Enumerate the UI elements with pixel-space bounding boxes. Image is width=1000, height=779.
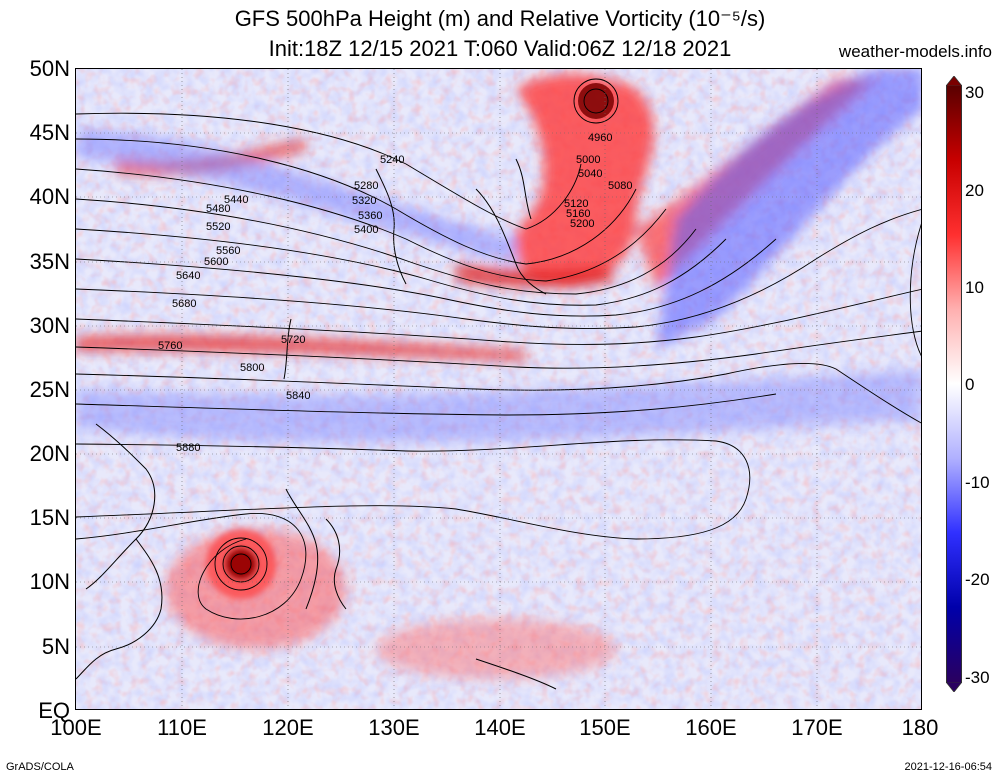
contour-label: 5320 xyxy=(352,195,376,207)
contour-label: 5600 xyxy=(204,256,228,268)
contour-label: 5240 xyxy=(380,154,404,166)
lat-label-30n: 30N xyxy=(29,313,70,338)
contour-label: 5640 xyxy=(176,270,200,282)
contour-label: 5200 xyxy=(570,218,594,230)
lat-label-50n: 50N xyxy=(29,56,70,81)
contour-label: 5720 xyxy=(281,334,305,346)
software-credit: GrADS/COLA xyxy=(6,761,74,773)
lat-label-45n: 45N xyxy=(29,120,70,145)
colorbar-tick: -20 xyxy=(965,570,990,589)
contour-label: 5440 xyxy=(224,194,248,206)
lon-label-150e: 150E xyxy=(579,715,631,740)
colorbar-tick: 20 xyxy=(965,181,984,200)
map-frame: 4960 5000 5040 5080 5120 5160 5200 5240 … xyxy=(75,68,922,710)
jet-red-band-central xyxy=(456,264,616,288)
contour-label: 4960 xyxy=(588,132,612,144)
lat-label-15n: 15N xyxy=(29,505,70,530)
lat-label-5n: 5N xyxy=(41,634,70,659)
lon-label-170e: 170E xyxy=(791,715,843,740)
red-pattern-south xyxy=(376,619,616,679)
chart-title: GFS 500hPa Height (m) and Relative Vorti… xyxy=(234,6,766,31)
blue-band-northwest xyxy=(76,129,516,264)
vorticity-map: 4960 5000 5040 5080 5120 5160 5200 5240 … xyxy=(76,69,921,709)
colorbar-tick: 0 xyxy=(965,375,975,394)
lat-label-10n: 10N xyxy=(29,569,70,594)
contour-label: 5560 xyxy=(216,245,240,257)
lon-label-140e: 140E xyxy=(474,715,526,740)
contour-label: 5800 xyxy=(240,362,264,374)
vorticity-colorbar xyxy=(946,85,962,683)
colorbar-tick: -10 xyxy=(965,473,990,492)
contour-label: 5160 xyxy=(566,208,590,220)
contour-label: 5880 xyxy=(176,442,200,454)
lon-label-180: 180 xyxy=(901,715,939,740)
lon-label-160e: 160E xyxy=(685,715,737,740)
colorbar-tick: 10 xyxy=(965,278,984,297)
blue-band-subtropical xyxy=(76,369,921,443)
contour-label: 5040 xyxy=(578,168,602,180)
generated-timestamp: 2021-12-16-06:54 xyxy=(904,761,992,773)
lon-label-100e: 100E xyxy=(50,715,102,740)
contour-label: 5760 xyxy=(158,340,182,352)
colorbar-tick: 30 xyxy=(965,83,984,102)
contour-label: 5480 xyxy=(206,203,230,215)
contour-label: 5080 xyxy=(608,180,632,192)
red-streak-west xyxy=(76,334,526,361)
contour-label: 5120 xyxy=(564,198,588,210)
lat-label-40n: 40N xyxy=(29,184,70,209)
colorbar-arrow-top xyxy=(946,76,962,86)
contour-label: 5360 xyxy=(358,210,382,222)
site-credit: weather-models.info xyxy=(838,42,992,61)
typhoon-vorticity-inner xyxy=(225,548,257,580)
lat-label-25n: 25N xyxy=(29,377,70,402)
contour-label: 5000 xyxy=(576,154,600,166)
contour-label: 5840 xyxy=(286,390,310,402)
chart-subtitle: Init:18Z 12/15 2021 T:060 Valid:06Z 12/1… xyxy=(268,36,732,61)
lat-label-eq: EQ xyxy=(38,698,70,723)
jet-red-band-north xyxy=(515,74,654,288)
colorbar-tick: -30 xyxy=(965,668,990,687)
lon-label-120e: 120E xyxy=(262,715,314,740)
colorbar-arrow-bottom xyxy=(946,682,962,692)
contour-label: 5400 xyxy=(354,224,378,236)
lon-label-130e: 130E xyxy=(368,715,420,740)
coastlines xyxy=(76,158,557,690)
north-pacific-low-core xyxy=(578,83,614,119)
lon-label-110e: 110E xyxy=(157,715,207,740)
contour-label: 5520 xyxy=(206,221,230,233)
lat-label-35n: 35N xyxy=(29,249,70,274)
contour-label: 5680 xyxy=(172,298,196,310)
lat-label-20n: 20N xyxy=(29,441,70,466)
contour-label: 5280 xyxy=(354,180,378,192)
contour-label-group: 4960 5000 5040 5080 5120 5160 5200 5240 … xyxy=(158,132,632,454)
